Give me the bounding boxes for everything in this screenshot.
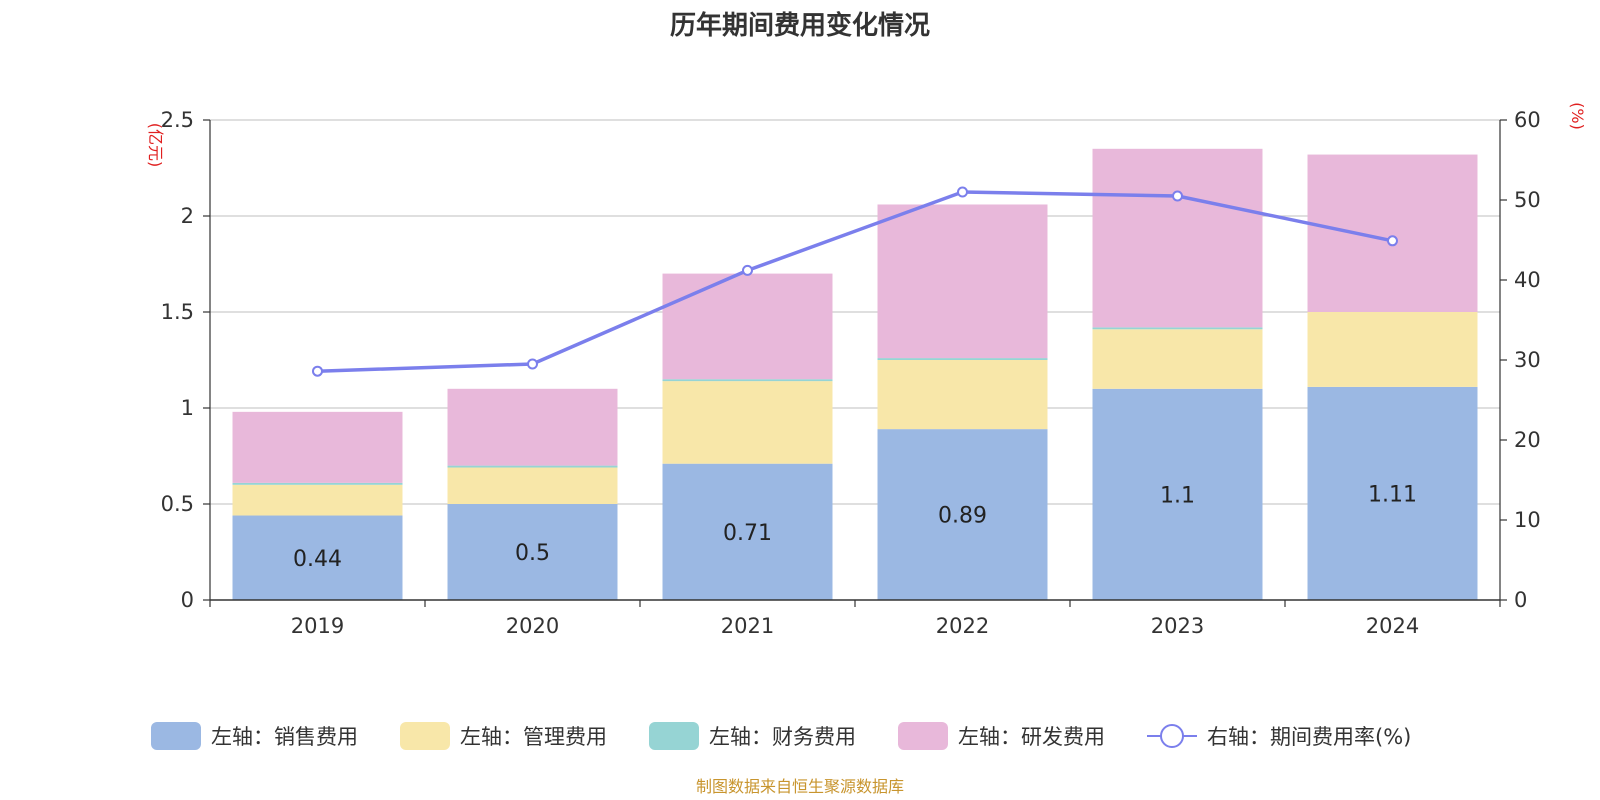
bar-segment-0 <box>877 429 1048 600</box>
chart-title: 历年期间费用变化情况 <box>670 10 930 41</box>
legend-swatch <box>400 722 450 750</box>
rate-point <box>957 186 968 198</box>
left-tick-label: 2 <box>181 204 194 228</box>
rate-point <box>312 365 323 377</box>
right-tick-label: 60 <box>1514 108 1541 132</box>
legend: 左轴：销售费用 左轴：管理费用 左轴：财务费用 左轴：研发费用 右轴：期间费用率(%) <box>151 722 1411 750</box>
bar-segment-3 <box>1092 148 1263 328</box>
bar-segment-3 <box>877 204 1048 359</box>
bars <box>232 148 1478 600</box>
bar-segment-1 <box>877 360 1048 430</box>
bar-value-label: 1.1 <box>1160 483 1195 508</box>
legend-swatch <box>898 722 948 750</box>
left-tick-label: 2.5 <box>161 108 194 132</box>
bar-value-label: 0.5 <box>515 541 550 566</box>
legend-label: 左轴：研发费用 <box>958 725 1105 749</box>
bar-value-label: 0.89 <box>938 504 987 529</box>
bar-segment-2 <box>447 465 618 468</box>
legend-marker <box>1160 724 1184 748</box>
bar-value-label: 0.71 <box>723 521 772 546</box>
bar-segment-3 <box>232 411 403 483</box>
rate-point <box>1172 190 1183 202</box>
x-tick-label: 2020 <box>506 614 559 638</box>
x-tick-label: 2024 <box>1366 614 1419 638</box>
legend-swatch <box>151 722 201 750</box>
rate-point <box>527 358 538 370</box>
bar-segment-3 <box>1307 154 1478 312</box>
legend-label: 左轴：销售费用 <box>211 725 358 749</box>
bar-segment-2 <box>232 482 403 485</box>
legend-label: 左轴：财务费用 <box>709 725 856 749</box>
right-tick-label: 50 <box>1514 188 1541 212</box>
rate-point <box>742 264 753 276</box>
bar-segment-0 <box>1092 388 1263 600</box>
legend-label: 右轴：期间费用率(%) <box>1207 725 1411 749</box>
right-tick-label: 0 <box>1514 588 1527 612</box>
bar-segment-1 <box>1307 312 1478 387</box>
bar-segment-0 <box>447 504 618 600</box>
right-tick-label: 40 <box>1514 268 1541 292</box>
x-tick-label: 2023 <box>1151 614 1204 638</box>
x-tick-label: 2021 <box>721 614 774 638</box>
right-tick-label: 10 <box>1514 508 1541 532</box>
bar-segment-3 <box>447 388 618 466</box>
grid <box>210 119 1500 505</box>
bar-segment-2 <box>662 379 833 382</box>
left-tick-label: 1 <box>181 396 194 420</box>
bar-segment-1 <box>447 467 618 504</box>
bar-segment-2 <box>877 358 1048 360</box>
bar-segment-1 <box>1092 329 1263 389</box>
bar-segment-2 <box>1092 327 1263 330</box>
left-tick-label: 0.5 <box>161 492 194 516</box>
bar-labels: 0.44 0.5 0.71 0.89 1.1 1.11 <box>293 482 1417 571</box>
left-tick-label: 1.5 <box>161 300 194 324</box>
rate-point <box>1387 235 1398 247</box>
left-tick-label: 0 <box>181 588 194 612</box>
right-axis: 0 10 20 30 40 50 60 <box>1499 108 1541 612</box>
x-axis: 2019 2020 2021 2022 2023 2024 <box>209 599 1501 638</box>
x-tick-label: 2019 <box>291 614 344 638</box>
left-axis-unit: (亿元) <box>146 123 165 168</box>
right-tick-label: 30 <box>1514 348 1541 372</box>
bar-segment-0 <box>1307 386 1478 600</box>
bar-segment-1 <box>232 484 403 516</box>
right-tick-label: 20 <box>1514 428 1541 452</box>
right-axis-unit: (%) <box>1568 102 1587 130</box>
bar-segment-0 <box>232 515 403 600</box>
bar-segment-3 <box>662 273 833 380</box>
left-axis: 0 0.5 1 1.5 2 2.5 <box>161 108 211 612</box>
line-series <box>312 186 1398 377</box>
bar-value-label: 0.44 <box>293 547 342 572</box>
bar-value-label: 1.11 <box>1368 482 1417 507</box>
bar-segment-0 <box>662 463 833 600</box>
bar-segment-1 <box>662 381 833 464</box>
x-tick-label: 2022 <box>936 614 989 638</box>
legend-label: 左轴：管理费用 <box>460 725 607 749</box>
source-note: 制图数据来自恒生聚源数据库 <box>696 777 904 796</box>
rate-line <box>317 190 1393 373</box>
legend-swatch <box>649 722 699 750</box>
